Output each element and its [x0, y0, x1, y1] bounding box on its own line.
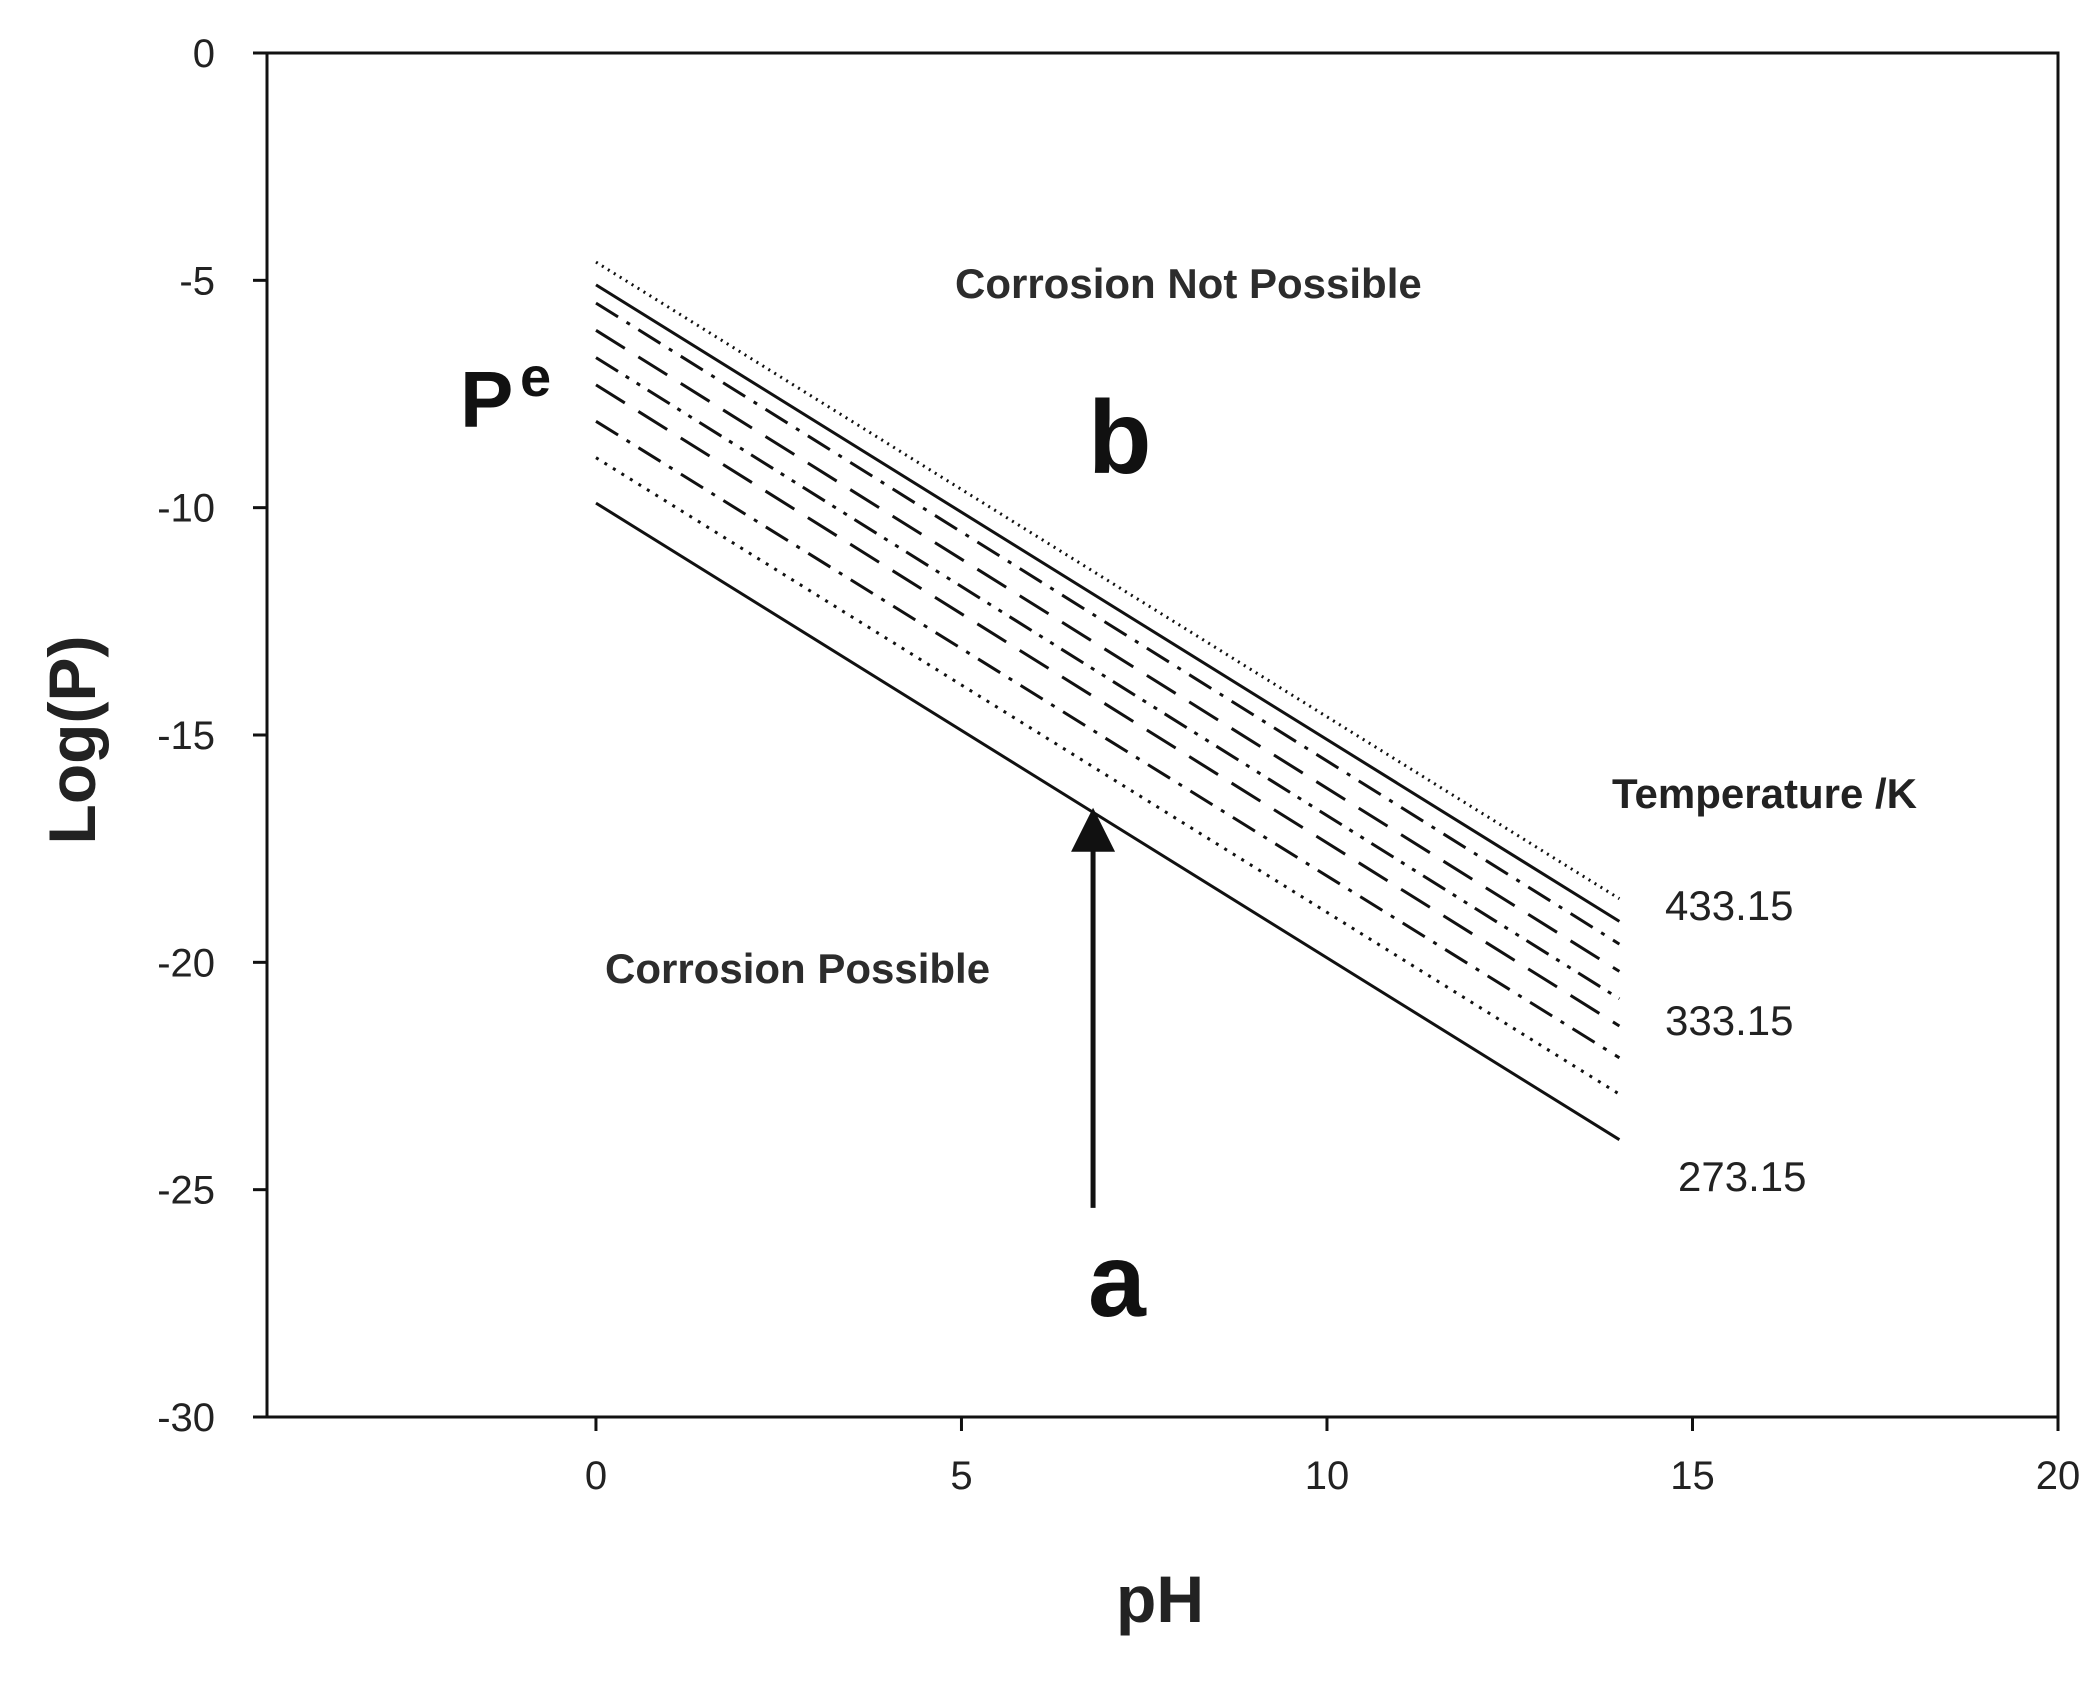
- arrow-a-to-b: [1071, 807, 1116, 1208]
- y-tick-label: 0: [193, 32, 215, 76]
- y-axis-title: Log(P): [35, 636, 109, 845]
- y-tick-label: -25: [157, 1169, 215, 1213]
- legend-entry-333-15: 333.15: [1665, 997, 1793, 1044]
- point-label-a: a: [1088, 1223, 1147, 1339]
- y-tick-label: -5: [179, 259, 215, 303]
- y-tick-label: -30: [157, 1396, 215, 1440]
- arrow-head: [1071, 807, 1116, 852]
- legend-title: Temperature /K: [1612, 770, 1917, 817]
- x-tick-label: 10: [1305, 1454, 1350, 1498]
- x-axis-ticks: 0 5 10 15 20: [585, 1417, 2080, 1498]
- region-label-possible: Corrosion Possible: [605, 945, 990, 992]
- series-line-8: [595, 456, 1621, 1096]
- y-tick-label: -10: [157, 487, 215, 531]
- plot-frame: [265, 51, 2060, 1419]
- pe-line-label: P: [460, 355, 513, 444]
- series-line-2: [595, 283, 1621, 923]
- legend-entry-433-15: 433.15: [1665, 882, 1793, 929]
- y-tick-label: -15: [157, 714, 215, 758]
- pe-line-label-superscript: e: [520, 345, 551, 408]
- x-tick-label: 0: [585, 1454, 607, 1498]
- series-line-9: [595, 501, 1621, 1141]
- y-tick-label: -20: [157, 941, 215, 985]
- x-tick-label: 20: [2036, 1454, 2081, 1498]
- series-line-4: [595, 329, 1621, 973]
- series-line-6: [595, 383, 1621, 1028]
- x-axis-title: pH: [1116, 1562, 1204, 1636]
- x-tick-label: 5: [950, 1454, 972, 1498]
- legend-entry-273-15: 273.15: [1678, 1153, 1806, 1200]
- point-label-b: b: [1088, 380, 1152, 496]
- region-label-not-possible: Corrosion Not Possible: [955, 260, 1422, 307]
- series-line-7: [595, 420, 1621, 1060]
- series-lines: [595, 260, 1621, 1141]
- y-axis-ticks: 0 -5 -10 -15 -20 -25 -30: [157, 32, 267, 1440]
- series-line-5: [595, 356, 1621, 1000]
- series-line-3: [595, 301, 1621, 946]
- series-line-1: [595, 260, 1621, 900]
- x-tick-label: 15: [1670, 1454, 1715, 1498]
